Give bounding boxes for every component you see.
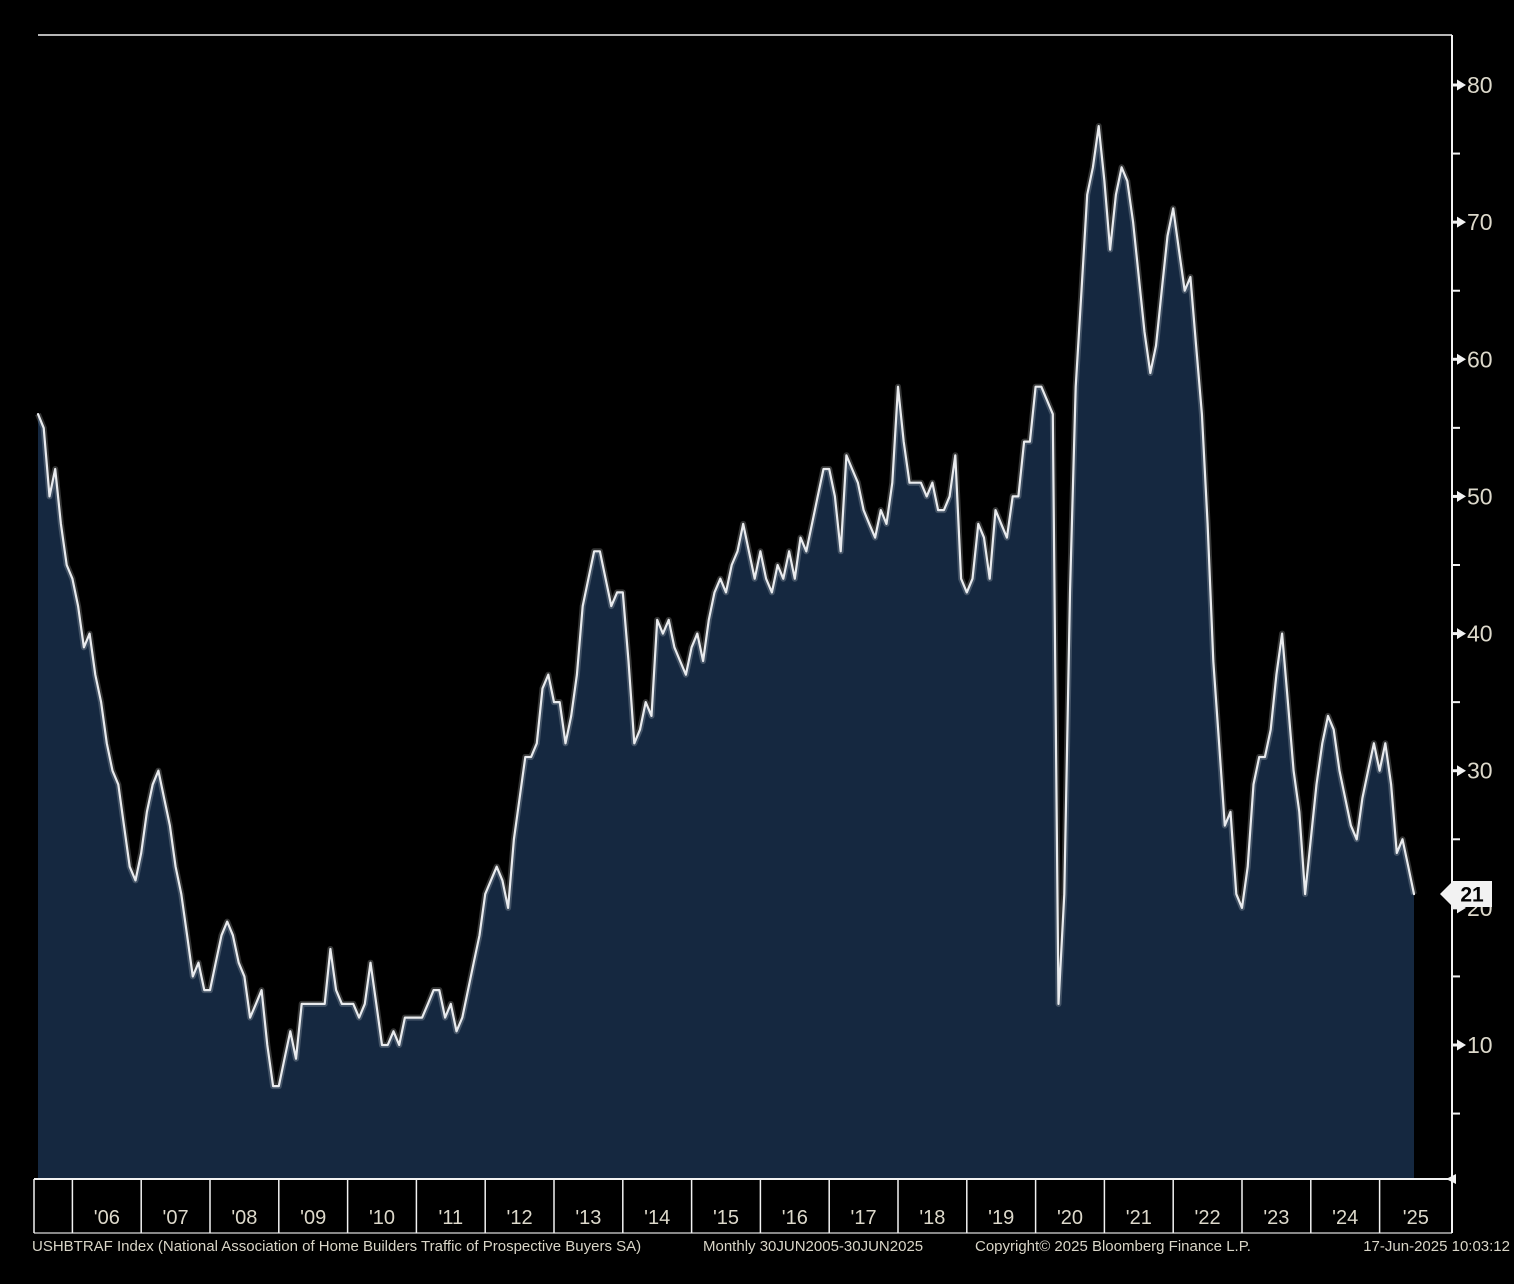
last-value-tag: 21: [1440, 881, 1492, 907]
x-axis-year-label: '23: [1263, 1207, 1289, 1229]
y-axis-minor-tick: [1452, 426, 1460, 429]
y-axis-tick-label: 30: [1467, 758, 1493, 784]
y-axis-minor-tick: [1452, 975, 1460, 978]
frequency-range-label: Monthly 30JUN2005-30JUN2025: [703, 1238, 924, 1255]
y-axis-minor-tick: [1452, 701, 1460, 704]
x-axis-year-label: '11: [439, 1207, 464, 1229]
last-value-tag-text: 21: [1460, 884, 1484, 907]
x-axis-year-label: '17: [851, 1207, 877, 1229]
x-axis-year-label: '07: [163, 1207, 189, 1229]
x-axis-year-label: '09: [300, 1207, 326, 1229]
y-axis-major-tick: [1452, 906, 1459, 910]
x-axis-year-label: '08: [231, 1207, 257, 1229]
y-axis-tick-arrow-icon: [1457, 79, 1466, 91]
axis-corner-arrow-icon: [1446, 1174, 1456, 1184]
x-axis-year-label: '20: [1057, 1207, 1083, 1229]
y-axis-tick-arrow-icon: [1457, 353, 1466, 365]
security-description: USHBTRAF Index (National Association of …: [32, 1238, 642, 1255]
y-axis-tick-label: 50: [1467, 483, 1493, 509]
y-axis-major-tick: [1452, 769, 1459, 773]
y-axis-minor-tick: [1452, 289, 1460, 292]
x-axis-year-label: '24: [1332, 1207, 1358, 1229]
x-axis-year-label: '18: [919, 1207, 945, 1229]
y-axis-tick-arrow-icon: [1457, 765, 1466, 777]
y-axis-major-tick: [1452, 220, 1459, 224]
x-axis-year-label: '12: [507, 1207, 533, 1229]
y-axis-minor-tick: [1452, 1112, 1460, 1115]
y-axis-tick-label: 40: [1467, 621, 1493, 647]
last-value-tag-shape: [1440, 881, 1492, 907]
x-axis-year-label: '06: [94, 1207, 120, 1229]
y-axis-minor-tick: [1452, 152, 1460, 155]
y-axis-major-tick: [1452, 494, 1459, 498]
chart-footer: USHBTRAF Index (National Association of …: [0, 1236, 1514, 1262]
x-axis-year-label: '22: [1195, 1207, 1221, 1229]
y-axis-minor-tick: [1452, 838, 1460, 841]
y-axis-major-tick: [1452, 357, 1459, 361]
y-axis-tick-arrow-icon: [1457, 1039, 1466, 1051]
x-axis-year-label: '16: [782, 1207, 808, 1229]
y-axis-major-tick: [1452, 83, 1459, 87]
x-axis-year-label: '21: [1126, 1207, 1152, 1229]
y-axis-tick-label: 10: [1467, 1032, 1493, 1058]
x-axis-year-label: '19: [988, 1207, 1014, 1229]
y-axis-tick-arrow-icon: [1457, 490, 1466, 502]
y-axis-minor-tick: [1452, 564, 1460, 567]
copyright-label: Copyright© 2025 Bloomberg Finance L.P.: [975, 1238, 1251, 1255]
x-axis-year-label: '10: [369, 1207, 395, 1229]
y-axis-major-tick: [1452, 1043, 1459, 1047]
x-axis-year-label: '15: [713, 1207, 739, 1229]
y-axis-tick-label: 80: [1467, 72, 1493, 98]
traffic-area-series: [38, 126, 1414, 1180]
y-axis-major-tick: [1452, 632, 1459, 636]
y-axis-tick-arrow-icon: [1457, 628, 1466, 640]
x-axis-year-label: '13: [575, 1207, 601, 1229]
traffic-line-series: [36, 124, 1416, 1088]
y-axis-tick-label: 60: [1467, 346, 1493, 372]
y-axis-tick-arrow-icon: [1457, 216, 1466, 228]
x-axis-year-label: '25: [1403, 1207, 1429, 1229]
x-axis-year-label: '14: [644, 1207, 670, 1229]
timestamp-label: 17-Jun-2025 10:03:12: [1363, 1238, 1510, 1255]
y-axis-tick-label: 70: [1467, 209, 1493, 235]
